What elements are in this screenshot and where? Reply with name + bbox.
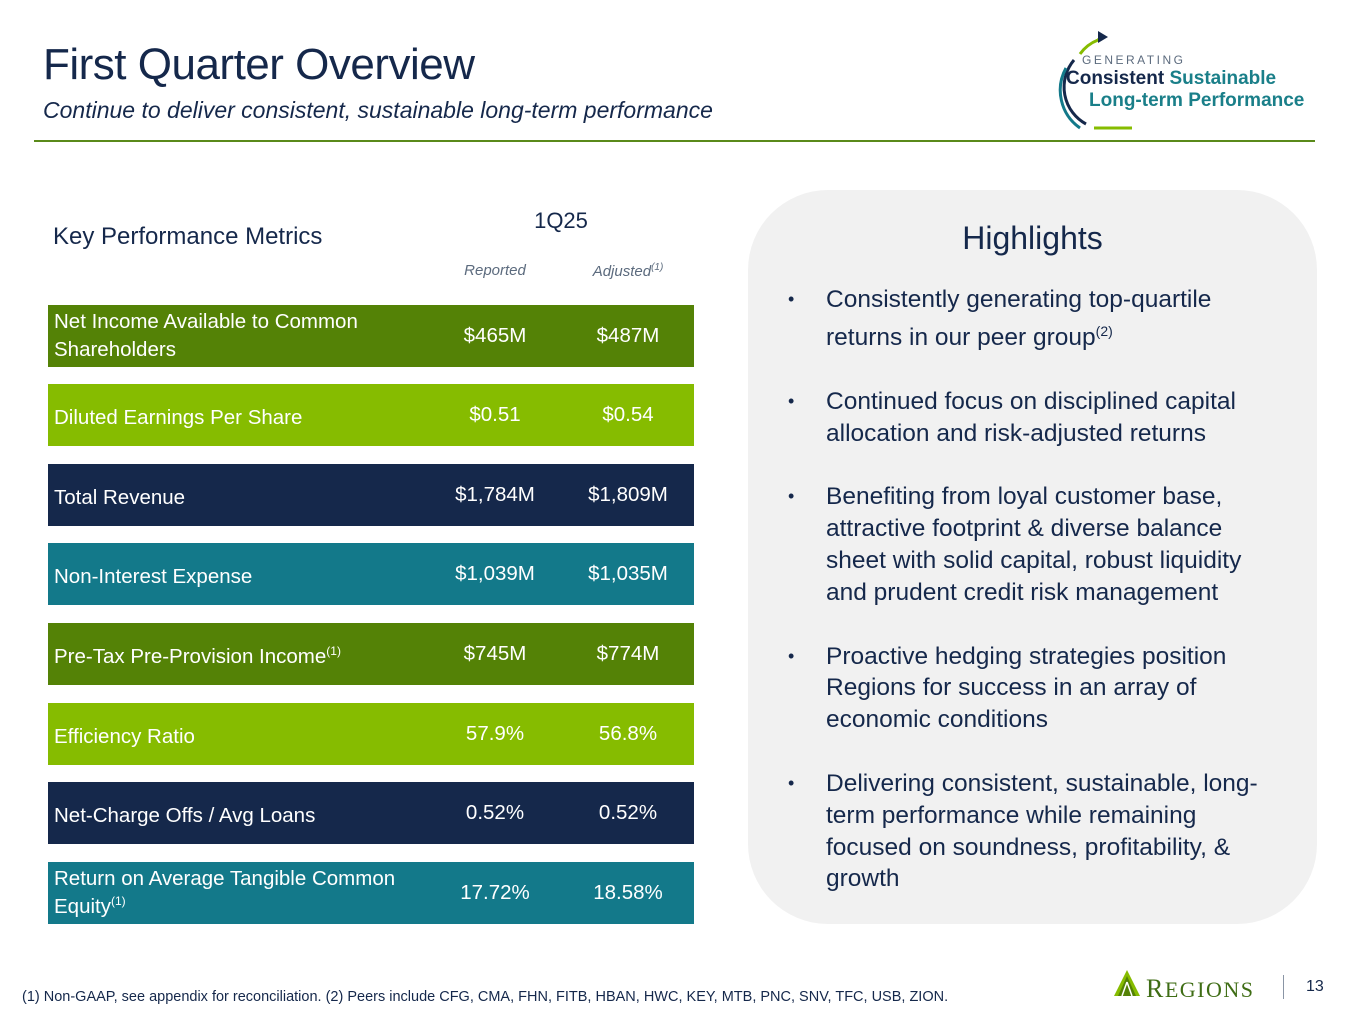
highlight-item: • Consistently generating top-quartile re… [788, 284, 1288, 354]
metric-label-text: Pre-Tax Pre-Provision Income [54, 644, 327, 668]
metric-row: Net Income Available to Common Sharehold… [48, 305, 694, 367]
metric-label: Efficiency Ratio [54, 703, 434, 765]
highlights-title: Highlights [962, 220, 1103, 256]
metric-label-text: Net Income Available to Common Sharehold… [54, 310, 358, 361]
badge-sustainable: Sustainable [1169, 68, 1277, 89]
metric-label-text: Diluted Earnings Per Share [54, 405, 303, 429]
metric-row: Return on Average Tangible Common Equity… [48, 862, 694, 924]
badge-consistent: Consistent [1066, 68, 1165, 89]
regions-rest: EGIONS [1164, 977, 1255, 1002]
metric-adjusted: $774M [596, 642, 660, 665]
metric-row: Diluted Earnings Per Share $0.51 $0.54 [48, 384, 694, 446]
highlight-item: • Continued focus on disciplined capital … [788, 386, 1288, 450]
metric-reported: 0.52% [465, 801, 525, 824]
page-subtitle: Continue to deliver consistent, sustaina… [43, 97, 713, 123]
highlight-text: Consistently generating top-quartile ret… [826, 286, 1212, 351]
metric-label-text: Total Revenue [54, 485, 186, 509]
metric-label: Net-Charge Offs / Avg Loans [54, 782, 434, 844]
bullet-icon: • [788, 289, 795, 309]
bullet-icon: • [788, 390, 795, 411]
metric-reported: 57.9% [465, 722, 525, 745]
metric-adjusted: $487M [596, 324, 660, 347]
metric-row: Pre-Tax Pre-Provision Income(1) $745M $7… [48, 623, 694, 685]
badge-long-term: Long-term Performance [1089, 90, 1305, 111]
metric-reported: $1,784M [455, 483, 535, 506]
adjusted-header-footnote: (1) [651, 262, 664, 273]
metric-label: Total Revenue [54, 464, 434, 526]
metric-reported: 17.72% [460, 881, 530, 904]
metric-row: Net-Charge Offs / Avg Loans 0.52% 0.52% [48, 782, 694, 844]
metric-label: Pre-Tax Pre-Provision Income(1) [54, 623, 434, 685]
highlights-list: • Consistently generating top-quartile re… [788, 284, 1288, 927]
metric-footnote: (1) [326, 644, 341, 659]
regions-wordmark: REGIONS [1146, 974, 1255, 1004]
regions-triangle-logo-icon [1114, 970, 1140, 997]
metric-footnote: (1) [110, 894, 126, 909]
reported-column-header: Reported [464, 262, 526, 279]
metric-reported: $745M [463, 642, 527, 665]
metric-label-text: Return on Average Tangible Common Equity [54, 867, 396, 918]
metric-reported: $0.51 [469, 403, 521, 426]
adjusted-header-label: Adjusted [592, 263, 652, 280]
metric-adjusted: 56.8% [598, 722, 658, 745]
highlight-item: • Proactive hedging strategies position R… [788, 641, 1288, 736]
highlight-item: • Benefiting from loyal customer base, at… [788, 481, 1288, 608]
highlights-panel [748, 190, 1317, 924]
page-number: 13 [1306, 978, 1324, 995]
metric-adjusted: $0.54 [602, 403, 654, 426]
page-title: First Quarter Overview [43, 40, 475, 89]
metric-row: Efficiency Ratio 57.9% 56.8% [48, 703, 694, 765]
highlight-text: Benefiting from loyal customer base, att… [826, 483, 1242, 606]
generating-arrow-icon [1058, 31, 1132, 130]
metric-reported: $1,039M [455, 562, 535, 585]
metric-label-text: Efficiency Ratio [54, 724, 195, 748]
badge-generating: GENERATING [1082, 53, 1186, 67]
highlight-item: • Delivering consistent, sustainable, lon… [788, 768, 1288, 895]
metric-label: Return on Average Tangible Common Equity… [54, 862, 434, 924]
metric-adjusted: 18.58% [593, 881, 663, 904]
metric-row: Total Revenue $1,784M $1,809M [48, 464, 694, 526]
header-divider [34, 140, 1315, 142]
metric-label: Non-Interest Expense [54, 543, 434, 605]
metric-adjusted: 0.52% [598, 801, 658, 824]
badge-line-2: Consistent Sustainable [1066, 68, 1276, 90]
adjusted-column-header: Adjusted(1) [568, 262, 688, 280]
highlight-text: Delivering consistent, sustainable, long… [826, 769, 1258, 893]
metric-label-text: Non-Interest Expense [54, 564, 253, 588]
metric-label: Net Income Available to Common Sharehold… [54, 305, 434, 367]
bullet-icon: • [788, 486, 795, 507]
metrics-section-title: Key Performance Metrics [53, 223, 323, 250]
footer-divider [1283, 975, 1284, 999]
metric-adjusted: $1,035M [588, 562, 668, 585]
period-header: 1Q25 [534, 208, 588, 233]
metric-row: Non-Interest Expense $1,039M $1,035M [48, 543, 694, 605]
regions-initial: R [1146, 974, 1165, 1003]
highlight-text: Continued focus on disciplined capital a… [826, 387, 1236, 447]
footnote: (1) Non-GAAP, see appendix for reconcili… [22, 989, 949, 1005]
highlight-text: Proactive hedging strategies position Re… [826, 642, 1227, 734]
bullet-icon: • [788, 772, 795, 793]
metric-label-text: Net-Charge Offs / Avg Loans [54, 803, 316, 827]
bullet-icon: • [788, 645, 795, 666]
metric-adjusted: $1,809M [588, 483, 668, 506]
metric-label: Diluted Earnings Per Share [54, 384, 434, 446]
metric-reported: $465M [463, 324, 527, 347]
highlight-footnote: (2) [1095, 322, 1113, 339]
